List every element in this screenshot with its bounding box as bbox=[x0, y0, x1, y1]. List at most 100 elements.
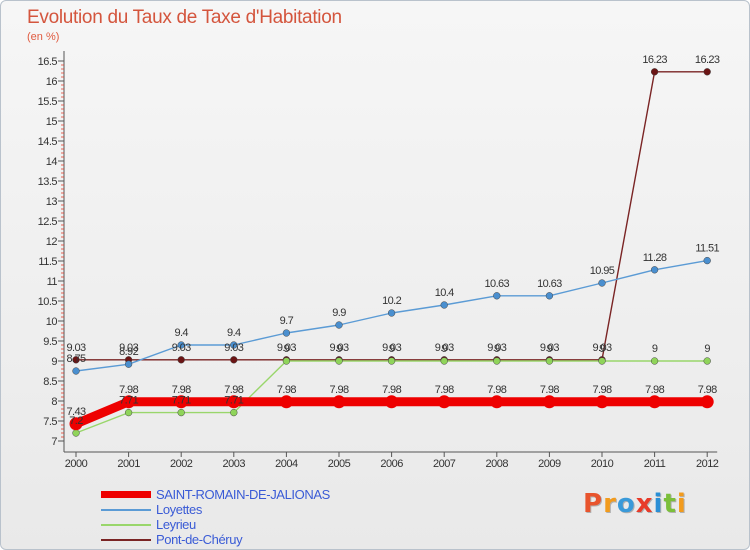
series-point bbox=[69, 417, 83, 431]
data-label: 7.98 bbox=[224, 384, 243, 396]
series-point bbox=[542, 395, 556, 409]
data-label: 7.98 bbox=[119, 384, 138, 396]
data-label: 7.71 bbox=[224, 395, 243, 407]
data-label: 10.95 bbox=[590, 265, 615, 277]
series-point bbox=[122, 395, 136, 409]
y-tick-label: 16 bbox=[46, 76, 58, 88]
data-label: 9.03 bbox=[119, 342, 138, 354]
proxiti-logo: Proxiti bbox=[583, 489, 687, 519]
data-label: 7.98 bbox=[172, 384, 191, 396]
series-point bbox=[230, 341, 238, 349]
data-label: 9.9 bbox=[332, 307, 346, 319]
data-label: 11.28 bbox=[643, 252, 667, 264]
y-tick-label: 9 bbox=[51, 356, 57, 368]
data-label: 16.23 bbox=[642, 54, 667, 66]
data-label: 9 bbox=[284, 343, 290, 355]
x-tick-label: 2001 bbox=[117, 458, 140, 470]
series-point bbox=[387, 357, 396, 365]
data-label: 9.03 bbox=[66, 342, 85, 354]
series-point bbox=[545, 357, 554, 365]
legend-swatch bbox=[101, 491, 151, 498]
y-tick-label: 10 bbox=[46, 316, 58, 328]
series-point bbox=[124, 408, 133, 417]
series-point bbox=[174, 395, 188, 409]
legend-swatch bbox=[101, 539, 151, 541]
axes: 7 7.5 8 8.5 9 9.5 10 10.5 11 11.5 12 12.5 13 13.5 14 14… bbox=[38, 51, 719, 470]
series-point bbox=[282, 357, 291, 365]
y-tick-label: 7 bbox=[51, 436, 57, 448]
logo-letter: r bbox=[603, 489, 617, 519]
x-tick-label: 2007 bbox=[433, 458, 456, 470]
data-label: 9.03 bbox=[277, 342, 296, 354]
series-point bbox=[230, 408, 238, 417]
logo-letter: o bbox=[616, 489, 636, 519]
data-label: 9 bbox=[547, 343, 553, 355]
series-point bbox=[700, 395, 714, 409]
logo-letter: x bbox=[635, 489, 654, 519]
data-label: 9.03 bbox=[329, 342, 348, 354]
data-label: 7.71 bbox=[119, 395, 138, 407]
data-label: 9 bbox=[389, 343, 395, 355]
data-label: 16.23 bbox=[695, 54, 720, 66]
data-label: 10.2 bbox=[382, 295, 401, 307]
legend-label: Loyettes bbox=[156, 502, 202, 517]
data-label: 9 bbox=[652, 343, 658, 355]
logo-letter: i bbox=[676, 489, 687, 519]
data-label: 9.03 bbox=[540, 342, 559, 354]
logo-letter: P bbox=[583, 489, 604, 519]
data-label: 9 bbox=[336, 343, 342, 355]
x-tick-label: 2012 bbox=[696, 458, 719, 470]
data-label: 9.03 bbox=[224, 342, 243, 354]
legend-label: SAINT-ROMAIN-DE-JALIONAS bbox=[156, 487, 330, 502]
series-point bbox=[177, 341, 185, 349]
logo-letter: i bbox=[653, 489, 664, 519]
data-label: 9.03 bbox=[592, 342, 611, 354]
data-label: 10.4 bbox=[435, 287, 454, 299]
data-label: 9.4 bbox=[227, 327, 241, 339]
y-tick-label: 9.5 bbox=[43, 336, 57, 348]
series-point bbox=[650, 357, 659, 365]
data-label: 7.71 bbox=[172, 395, 191, 407]
data-label: 8.75 bbox=[66, 353, 85, 365]
data-label: 9.7 bbox=[280, 315, 294, 327]
data-label: 7.98 bbox=[645, 384, 664, 396]
data-labels: 7.43 7.98 7.98 7.98 7.98 7.98 7.98 7.98 7.98 7.98… bbox=[66, 54, 720, 427]
x-tick-label: 2003 bbox=[223, 458, 246, 470]
chart-unit-label: (en %) bbox=[27, 31, 60, 43]
y-tick-label: 8 bbox=[51, 396, 57, 408]
series-point bbox=[385, 395, 399, 409]
data-label: 7.98 bbox=[329, 384, 348, 396]
x-tick-label: 2000 bbox=[65, 458, 88, 470]
legend-label: Pont-de-Chéruy bbox=[156, 532, 243, 547]
legend-swatch bbox=[101, 509, 151, 511]
series-lines bbox=[69, 68, 714, 437]
data-label: 9 bbox=[441, 343, 447, 355]
series-point bbox=[545, 292, 554, 300]
series-point bbox=[335, 357, 343, 365]
y-tick-label: 7.5 bbox=[43, 416, 57, 428]
series-point bbox=[387, 309, 396, 317]
series-point bbox=[493, 357, 501, 365]
series-point bbox=[335, 321, 343, 329]
chart-title: Evolution du Taux de Taxe d'Habitation bbox=[27, 7, 342, 28]
x-tick-label: 2011 bbox=[644, 458, 666, 470]
y-tick-label: 12.5 bbox=[38, 216, 58, 228]
series-point bbox=[648, 395, 662, 409]
series-point bbox=[72, 429, 80, 437]
data-label: 9 bbox=[494, 343, 500, 355]
series-point bbox=[177, 356, 185, 364]
data-label: 9.03 bbox=[382, 342, 401, 354]
series-point bbox=[650, 68, 659, 76]
data-label: 11.51 bbox=[695, 243, 719, 255]
series-point bbox=[703, 357, 711, 365]
data-label: 9.03 bbox=[435, 342, 454, 354]
x-tick-label: 2009 bbox=[538, 458, 561, 470]
y-tick-label: 16.5 bbox=[38, 56, 58, 68]
series-point bbox=[177, 408, 185, 417]
series-point bbox=[493, 292, 501, 300]
series-point bbox=[598, 279, 606, 287]
series-point bbox=[650, 266, 659, 274]
data-label: 10.63 bbox=[485, 278, 510, 290]
